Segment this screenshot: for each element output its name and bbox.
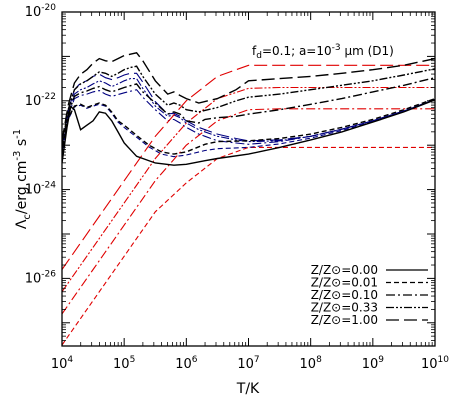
annotation-fd-sub: d [256, 51, 262, 61]
x-tick-label: 104 [51, 355, 74, 372]
legend: Z/Z⊙=0.00Z/Z⊙=0.01Z/Z⊙=0.10Z/Z⊙=0.33Z/Z⊙… [311, 263, 428, 327]
x-tick-label: 107 [237, 355, 259, 372]
y-tick-exp: -20 [41, 3, 56, 13]
x-tick-label: 106 [175, 355, 198, 372]
series-4-dust-line [62, 64, 435, 270]
x-tick-exp: 8 [316, 355, 322, 365]
x-tick-exp: 6 [192, 355, 198, 365]
x-tick-exp: 7 [254, 355, 260, 365]
legend-label: Z/Z⊙=0.01 [311, 276, 378, 290]
x-tick-base: 10 [362, 357, 379, 372]
series-1-dust-line [62, 146, 435, 346]
annotation-value: =0.1; a=10 [262, 44, 332, 58]
x-tick-label: 105 [113, 355, 135, 372]
y-axis-title-s: s [14, 139, 30, 151]
tick-layer: 104 105 106 107 108 109 101010-2610-2410-2210-… [25, 3, 450, 372]
y-axis-title-exp1: -3 [12, 151, 23, 161]
x-tick-base: 10 [237, 357, 254, 372]
y-axis-title: Λc/erg cm-3 s-1 [12, 129, 33, 229]
series-2-gas-line [62, 89, 435, 152]
y-tick-base: 10 [25, 271, 42, 286]
plot-frame [61, 11, 436, 347]
y-axis-title-base: Λ [14, 219, 30, 229]
x-tick-exp: 4 [67, 355, 73, 365]
x-tick-label: 108 [300, 355, 323, 372]
x-tick-base: 10 [300, 357, 317, 372]
x-tick-exp: 5 [130, 355, 136, 365]
x-tick-label: 109 [362, 355, 385, 372]
y-tick-base: 10 [25, 183, 42, 198]
series-2-dust-line [62, 108, 435, 315]
series-layer [62, 52, 435, 346]
y-axis-title-mid: /erg cm [14, 161, 30, 215]
y-tick-label: 10-24 [25, 181, 57, 198]
series-4-total-line [62, 52, 435, 141]
annotation-fd: f [252, 44, 257, 58]
x-tick-label: 1010 [421, 355, 449, 372]
x-axis-title: T/K [236, 381, 260, 397]
legend-label: Z/Z⊙=1.00 [311, 313, 378, 327]
y-tick-label: 10-20 [25, 3, 57, 20]
y-tick-exp: -26 [41, 269, 56, 279]
series-1-gas-line [62, 99, 435, 158]
series-2-total-line [62, 77, 435, 150]
x-tick-base: 10 [113, 357, 130, 372]
chart-annotation: fd=0.1; a=10-3 μm (D1) [252, 43, 394, 61]
y-axis-title-exp2: -1 [12, 129, 23, 139]
annotation-unit: μm (D1) [341, 44, 394, 58]
series-0-total-line [62, 99, 435, 166]
x-tick-exp: 10 [438, 355, 450, 365]
y-tick-label: 10-26 [25, 269, 57, 286]
y-axis-title-sub: c [22, 214, 33, 220]
svg-text:Λc/erg cm-3 s-1: Λc/erg cm-3 s-1 [12, 129, 33, 229]
series-3-total-line [62, 65, 435, 146]
annotation-exp: -3 [332, 43, 341, 53]
x-tick-base: 10 [421, 357, 438, 372]
x-tick-exp: 9 [378, 355, 384, 365]
legend-label: Z/Z⊙=0.10 [311, 288, 378, 302]
series-3-gas-line [62, 78, 435, 150]
series-3-dust-line [62, 86, 435, 293]
y-tick-exp: -24 [41, 181, 56, 191]
legend-label: Z/Z⊙=0.00 [311, 263, 378, 277]
x-tick-base: 10 [175, 357, 192, 372]
x-tick-base: 10 [51, 357, 68, 372]
y-tick-exp: -22 [41, 92, 56, 102]
y-tick-base: 10 [25, 94, 42, 109]
y-tick-label: 10-22 [25, 92, 56, 109]
series-1-total-line [62, 97, 435, 155]
legend-label: Z/Z⊙=0.33 [311, 301, 378, 315]
y-tick-base: 10 [25, 5, 42, 20]
